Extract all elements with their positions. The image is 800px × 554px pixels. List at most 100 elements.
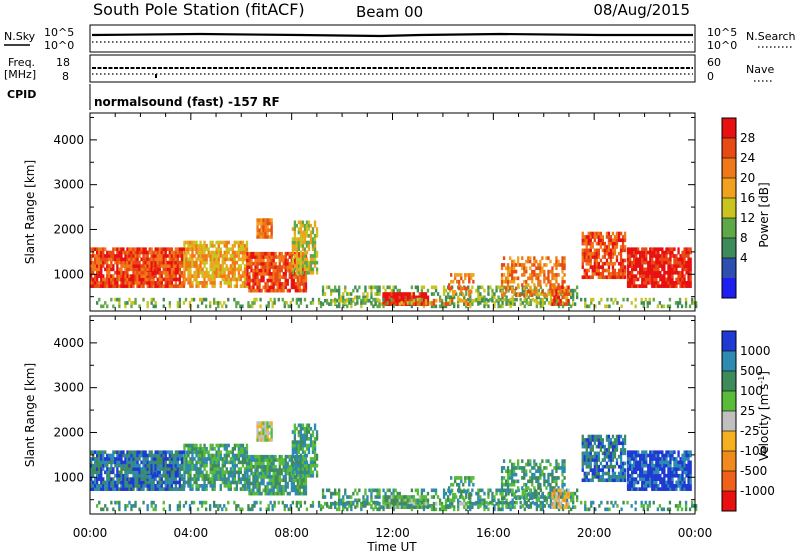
range-gate-cell: [118, 460, 121, 465]
range-gate-cell: [245, 443, 249, 448]
range-gate-cell: [303, 463, 307, 468]
range-gate-cell: [293, 470, 297, 475]
range-gate-cell: [653, 250, 656, 255]
range-gate-cell: [227, 247, 230, 252]
range-gate-cell: [183, 453, 186, 458]
range-gate-cell: [307, 423, 311, 428]
range-gate-cell: [146, 277, 149, 282]
range-gate-cell: [142, 473, 145, 478]
range-gate-cell: [201, 470, 204, 475]
range-gate-cell: [248, 488, 251, 493]
range-gate-cell: [260, 481, 263, 486]
range-gate-cell: [434, 288, 438, 293]
range-gate-cell: [557, 491, 561, 496]
range-gate-cell: [623, 235, 627, 239]
range-gate-cell: [185, 467, 188, 471]
range-gate-cell: [465, 288, 468, 293]
range-gate-cell: [645, 281, 648, 285]
range-gate-cell: [467, 500, 470, 505]
range-gate-cell: [539, 269, 542, 274]
range-gate-cell: [118, 301, 121, 305]
range-gate-cell: [295, 447, 299, 451]
range-gate-cell: [626, 297, 629, 302]
range-gate-cell: [114, 480, 117, 485]
range-gate-cell: [138, 457, 141, 461]
range-gate-cell: [270, 481, 273, 486]
range-gate-cell: [631, 267, 634, 272]
range-gate-cell: [290, 488, 294, 493]
range-gate-cell: [288, 255, 291, 259]
range-gate-cell: [264, 272, 267, 276]
range-gate-cell: [183, 473, 186, 478]
range-gate-cell: [637, 260, 640, 265]
range-gate-cell: [679, 281, 682, 285]
range-gate-cell: [248, 258, 251, 263]
range-gate-cell: [223, 257, 226, 262]
range-gate-cell: [424, 298, 428, 303]
range-gate-cell: [100, 257, 103, 262]
range-gate-cell: [541, 289, 544, 294]
range-gate-cell: [124, 260, 127, 265]
range-gate-cell: [126, 250, 129, 255]
range-gate-cell: [164, 453, 167, 458]
range-gate-cell: [299, 260, 303, 265]
range-gate-cell: [321, 505, 325, 509]
range-gate-cell: [285, 504, 288, 508]
range-gate-cell: [120, 274, 123, 278]
range-gate-cell: [665, 250, 668, 255]
range-gate-cell: [197, 467, 200, 471]
range-gate-cell: [673, 281, 676, 285]
range-gate-cell: [148, 484, 151, 488]
range-gate-cell: [270, 275, 273, 280]
range-gate-cell: [262, 488, 265, 493]
range-gate-cell: [112, 264, 115, 268]
range-gate-cell: [539, 495, 543, 499]
range-gate-cell: [90, 450, 93, 455]
range-gate-cell: [420, 295, 424, 300]
range-gate-cell: [110, 260, 113, 265]
range-gate-cell: [307, 443, 311, 448]
range-gate-cell: [158, 250, 161, 255]
range-gate-cell: [172, 457, 176, 461]
range-gate-cell: [293, 220, 297, 225]
range-gate-cell: [150, 260, 153, 265]
range-gate-cell: [150, 301, 153, 305]
range-gate-cell: [156, 270, 159, 275]
range-gate-cell: [174, 270, 178, 275]
range-gate-cell: [366, 292, 369, 296]
range-gate-cell: [523, 269, 526, 274]
range-gate-cell: [303, 433, 307, 438]
range-gate-cell: [303, 450, 307, 455]
range-gate-cell: [653, 247, 656, 252]
range-gate-cell: [203, 477, 206, 481]
range-gate-cell: [134, 267, 137, 272]
range-gate-cell: [197, 487, 200, 491]
range-gate-cell: [185, 470, 188, 475]
range-gate-cell: [303, 426, 307, 431]
range-gate-cell: [118, 304, 121, 309]
range-gate-cell: [191, 443, 194, 448]
range-gate-cell: [311, 244, 315, 248]
range-gate-cell: [219, 281, 222, 285]
range-gate-cell: [296, 282, 300, 286]
range-gate-cell: [221, 443, 224, 448]
range-gate-cell: [593, 268, 597, 273]
range-gate-cell: [278, 258, 281, 263]
range-gate-cell: [641, 281, 644, 285]
range-gate-cell: [130, 260, 133, 265]
range-gate-cell: [394, 295, 397, 300]
range-gate-cell: [266, 461, 269, 466]
range-gate-cell: [213, 463, 216, 468]
range-gate-cell: [442, 292, 446, 296]
range-gate-cell: [665, 260, 668, 265]
range-gate-cell: [132, 473, 135, 478]
range-gate-cell: [487, 292, 490, 296]
range-gate-cell: [151, 272, 154, 276]
range-gate-cell: [128, 480, 131, 485]
range-gate-cell: [549, 292, 553, 296]
range-gate-cell: [245, 487, 249, 491]
range-gate-cell: [392, 292, 395, 296]
range-gate-cell: [160, 460, 163, 465]
range-gate-cell: [599, 245, 603, 249]
range-gate-cell: [469, 505, 472, 509]
